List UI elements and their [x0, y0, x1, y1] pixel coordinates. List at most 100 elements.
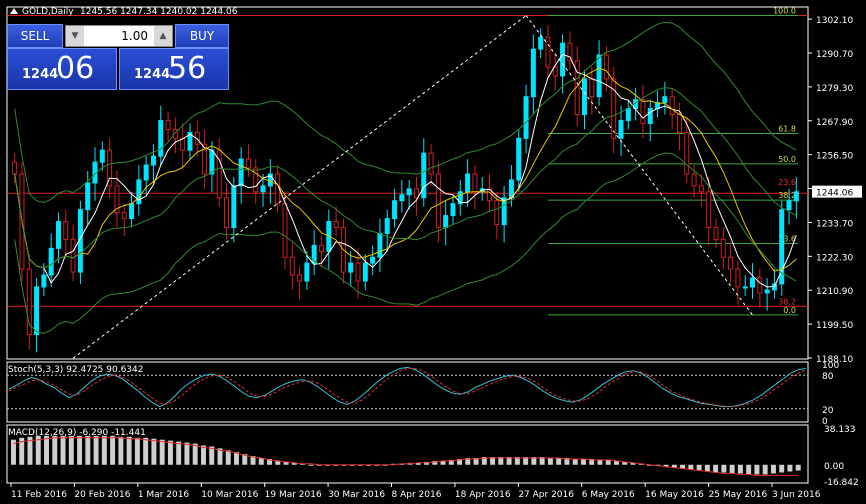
candle-body — [764, 289, 770, 294]
macd-histogram-bar — [531, 457, 537, 465]
candle-body — [267, 173, 273, 187]
macd-histogram-bar — [283, 461, 289, 465]
macd-pane — [6, 424, 809, 484]
candle-body — [413, 188, 419, 199]
candle-body — [421, 152, 427, 199]
candle-body — [370, 256, 376, 264]
fib-level-label: 61.8 — [778, 125, 796, 134]
candle-body — [362, 262, 368, 282]
price-tick-label: 1267.90 — [816, 118, 853, 128]
macd-histogram-bar — [200, 445, 206, 465]
candle-body — [581, 78, 587, 116]
time-tick-label: 3 Jun 2016 — [772, 490, 821, 500]
candle-body — [143, 164, 149, 181]
macd-histogram-bar — [267, 458, 273, 465]
price-tick-label: 1222.30 — [816, 253, 853, 263]
current-price-box — [812, 185, 862, 198]
candle-body — [676, 114, 682, 133]
buy-price-big: 56 — [168, 51, 207, 86]
stoch-tick-label: 100 — [822, 361, 839, 371]
lot-size-input[interactable]: ▼ 1.00 ▲ — [65, 25, 173, 47]
macd-histogram-bar — [19, 437, 25, 465]
time-tick-label: 25 May 2016 — [709, 490, 768, 500]
macd-histogram-bar — [167, 440, 173, 465]
sell-price-button[interactable]: 1244 06 — [7, 48, 117, 90]
macd-histogram-bar — [85, 435, 91, 465]
time-tick-label: 20 Feb 2016 — [74, 490, 130, 500]
candle-body — [99, 149, 105, 163]
candle-body — [560, 42, 566, 77]
sell-price-big: 06 — [56, 51, 95, 86]
macd-tick-label: 38.133 — [824, 425, 856, 435]
fib-level-label: 50.0 — [778, 155, 796, 164]
macd-pane-frame — [6, 424, 809, 484]
candle-body — [684, 131, 690, 175]
candle-body — [713, 226, 719, 240]
candle-body — [231, 185, 237, 228]
macd-histogram-bar — [498, 457, 504, 465]
sell-price-small: 1244 — [22, 67, 59, 82]
candle-body — [706, 191, 712, 228]
buy-price-button[interactable]: 1244 56 — [119, 48, 229, 90]
candle-body — [377, 232, 383, 258]
candle-body — [12, 161, 18, 175]
candle-body — [406, 188, 412, 196]
candle-body — [260, 185, 266, 193]
macd-histogram-bar — [308, 464, 314, 466]
candle-body — [41, 274, 47, 288]
stoch-main-line — [8, 366, 807, 408]
candle-body — [48, 247, 54, 276]
candle-body — [392, 200, 398, 220]
macd-histogram-bar — [151, 438, 157, 465]
bollinger-middle-line — [14, 87, 797, 269]
macd-histogram-bar — [795, 464, 801, 471]
macd-histogram-bar — [291, 462, 297, 465]
lot-decrease-icon[interactable]: ▼ — [66, 26, 84, 46]
candle-body — [158, 119, 164, 157]
lot-size-value[interactable]: 1.00 — [121, 29, 148, 43]
macd-histogram-bar — [729, 464, 735, 474]
macd-histogram-bar — [597, 459, 603, 465]
candle-body — [355, 262, 361, 282]
candle-body — [501, 197, 507, 226]
macd-histogram-bar — [506, 457, 512, 465]
macd-histogram-bar — [663, 464, 669, 467]
macd-histogram-bar — [787, 464, 793, 472]
ma-yellow-line — [14, 67, 797, 272]
candle-body — [121, 212, 127, 220]
candle-body — [793, 191, 799, 202]
macd-histogram-bar — [192, 443, 198, 465]
price-tick-label: 1279.30 — [816, 84, 853, 94]
candle-body — [399, 194, 405, 202]
macd-histogram-bar — [564, 458, 570, 465]
candle-body — [552, 66, 558, 77]
candle-body — [216, 149, 222, 199]
candle-body — [333, 221, 339, 228]
macd-histogram-bar — [614, 460, 619, 465]
sell-button[interactable]: SELL — [7, 24, 63, 48]
bollinger-lower-line — [14, 152, 797, 334]
macd-histogram-bar — [481, 457, 487, 465]
candle-body — [187, 131, 193, 151]
collapse-triangle-icon[interactable] — [10, 8, 18, 14]
time-tick-label: 1 Mar 2016 — [138, 490, 190, 500]
lot-increase-icon[interactable]: ▲ — [154, 26, 172, 46]
buy-button[interactable]: BUY — [175, 24, 229, 48]
price-axis: 1302.101290.701279.301267.901256.501245.… — [808, 16, 862, 488]
candle-body — [465, 173, 471, 193]
candle-body — [311, 244, 317, 264]
candle-body — [150, 155, 156, 166]
stoch-pane-frame — [6, 361, 809, 423]
candle-body — [567, 42, 573, 62]
macd-histogram-bar — [589, 458, 595, 465]
buy-price-small: 1244 — [134, 67, 171, 82]
macd-histogram-bar — [680, 464, 686, 469]
macd-histogram-bar — [143, 437, 149, 465]
candle-body — [545, 36, 551, 68]
candle-body — [516, 137, 522, 181]
macd-histogram-bar — [721, 464, 727, 473]
macd-histogram-bar — [779, 464, 785, 473]
candle-body — [487, 188, 493, 202]
dashed-trendline-up — [72, 15, 527, 359]
